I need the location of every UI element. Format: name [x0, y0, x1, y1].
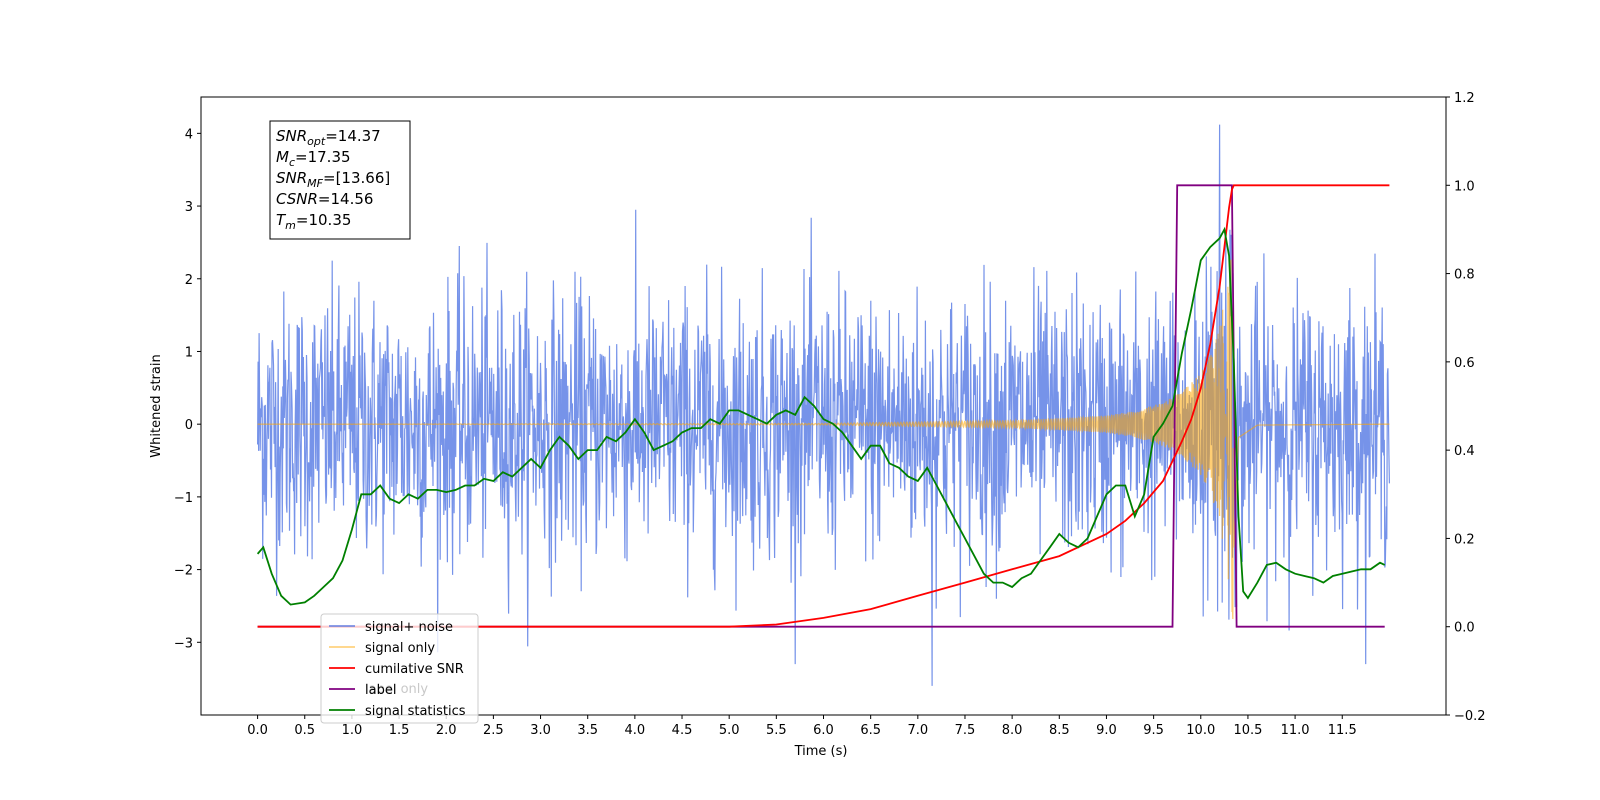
y-tick-label: 0: [185, 418, 193, 433]
info-box-frame: [269, 120, 411, 240]
legend-label: signal only: [365, 641, 435, 656]
legend-label: cumilative SNR: [365, 662, 464, 677]
series-cumilative-snr: [257, 184, 1390, 628]
series-label: [257, 184, 1385, 628]
x-tick-label: 2.5: [483, 723, 504, 738]
info-box: SNRopt=14.37Mc=17.35SNRMF=[13.66]CSNR=14…: [269, 120, 411, 240]
legend: label only signal+ noise signal only cumila…: [320, 613, 479, 724]
y-tick-label: −3: [174, 636, 193, 651]
y2-tick-label: 1.0: [1454, 179, 1475, 194]
info-line: SNRopt=14.37: [276, 127, 381, 148]
series-layer: [256, 124, 1390, 686]
x-tick-label: 4.0: [625, 723, 646, 738]
x-tick-label: 3.0: [530, 723, 551, 738]
x-tick-label: 1.5: [389, 723, 410, 738]
x-tick-label: 10.5: [1233, 723, 1262, 738]
x-tick-label: 9.5: [1143, 723, 1164, 738]
x-tick-label: 7.5: [955, 723, 976, 738]
x-axis-label: Time (s): [794, 744, 848, 759]
x-tick-label: 10.0: [1186, 723, 1215, 738]
y2-tick-label: 0.6: [1454, 356, 1475, 371]
x-tick-label: 6.0: [813, 723, 834, 738]
y-tick-label: 4: [185, 127, 193, 142]
x-tick-label: 2.0: [436, 723, 457, 738]
y2-tick-label: 0.0: [1454, 621, 1475, 636]
legend-label: signal statistics: [365, 704, 466, 719]
x-tick-label: 4.5: [672, 723, 693, 738]
series-signal-only: [257, 259, 1390, 620]
y-tick-label: 1: [185, 345, 193, 360]
x-tick-label: 11.5: [1328, 723, 1357, 738]
y-tick-label: 2: [185, 273, 193, 288]
x-tick-label: 8.0: [1002, 723, 1023, 738]
legend-ghost-text: label only: [365, 682, 428, 697]
x-tick-label: 0.5: [294, 723, 315, 738]
y2-tick-label: 0.8: [1454, 268, 1475, 283]
info-line: Mc=17.35: [276, 148, 351, 169]
y2-tick-label: 1.2: [1454, 91, 1475, 106]
x-tick-label: 5.0: [719, 723, 740, 738]
x-tick-label: 11.0: [1281, 723, 1310, 738]
y2-tick-label: 0.2: [1454, 532, 1475, 547]
x-tick-label: 8.5: [1049, 723, 1070, 738]
y-axis-label: Whitened strain: [149, 354, 164, 457]
x-tick-label: 9.0: [1096, 723, 1117, 738]
x-tick-label: 0.0: [247, 723, 268, 738]
y2-tick-label: −0.2: [1454, 709, 1486, 724]
y-tick-label: 3: [185, 200, 193, 215]
info-line: SNRMF=[13.66]: [276, 169, 390, 190]
info-line: CSNR=14.56: [276, 190, 373, 208]
legend-label: label: [365, 683, 396, 698]
legend-frame: [320, 613, 479, 724]
y-axis-right: −0.2 0.0 0.2 0.4 0.6 0.8 1.0 1.2: [1446, 91, 1486, 724]
x-tick-label: 6.5: [860, 723, 881, 738]
y2-tick-label: 0.4: [1454, 444, 1475, 459]
x-tick-label: 5.5: [766, 723, 787, 738]
x-tick-label: 1.0: [342, 723, 363, 738]
x-tick-label: 3.5: [577, 723, 598, 738]
y-axis-left: −3 −2 −1 0 1 2 3 4: [174, 127, 201, 651]
series-signal-statistics: [256, 226, 1386, 606]
legend-label: signal+ noise: [365, 620, 453, 635]
y-tick-label: −1: [174, 491, 193, 506]
y-tick-label: −2: [174, 564, 193, 579]
info-line: Tm=10.35: [276, 211, 351, 232]
x-axis: 0.0 0.5 1.0 1.5 2.0 2.5 3.0 3.5 4.0 4.5 5.0 5.5 6.0 6…: [247, 715, 1357, 738]
x-tick-label: 7.0: [907, 723, 928, 738]
series-signal-noise: [257, 124, 1390, 686]
